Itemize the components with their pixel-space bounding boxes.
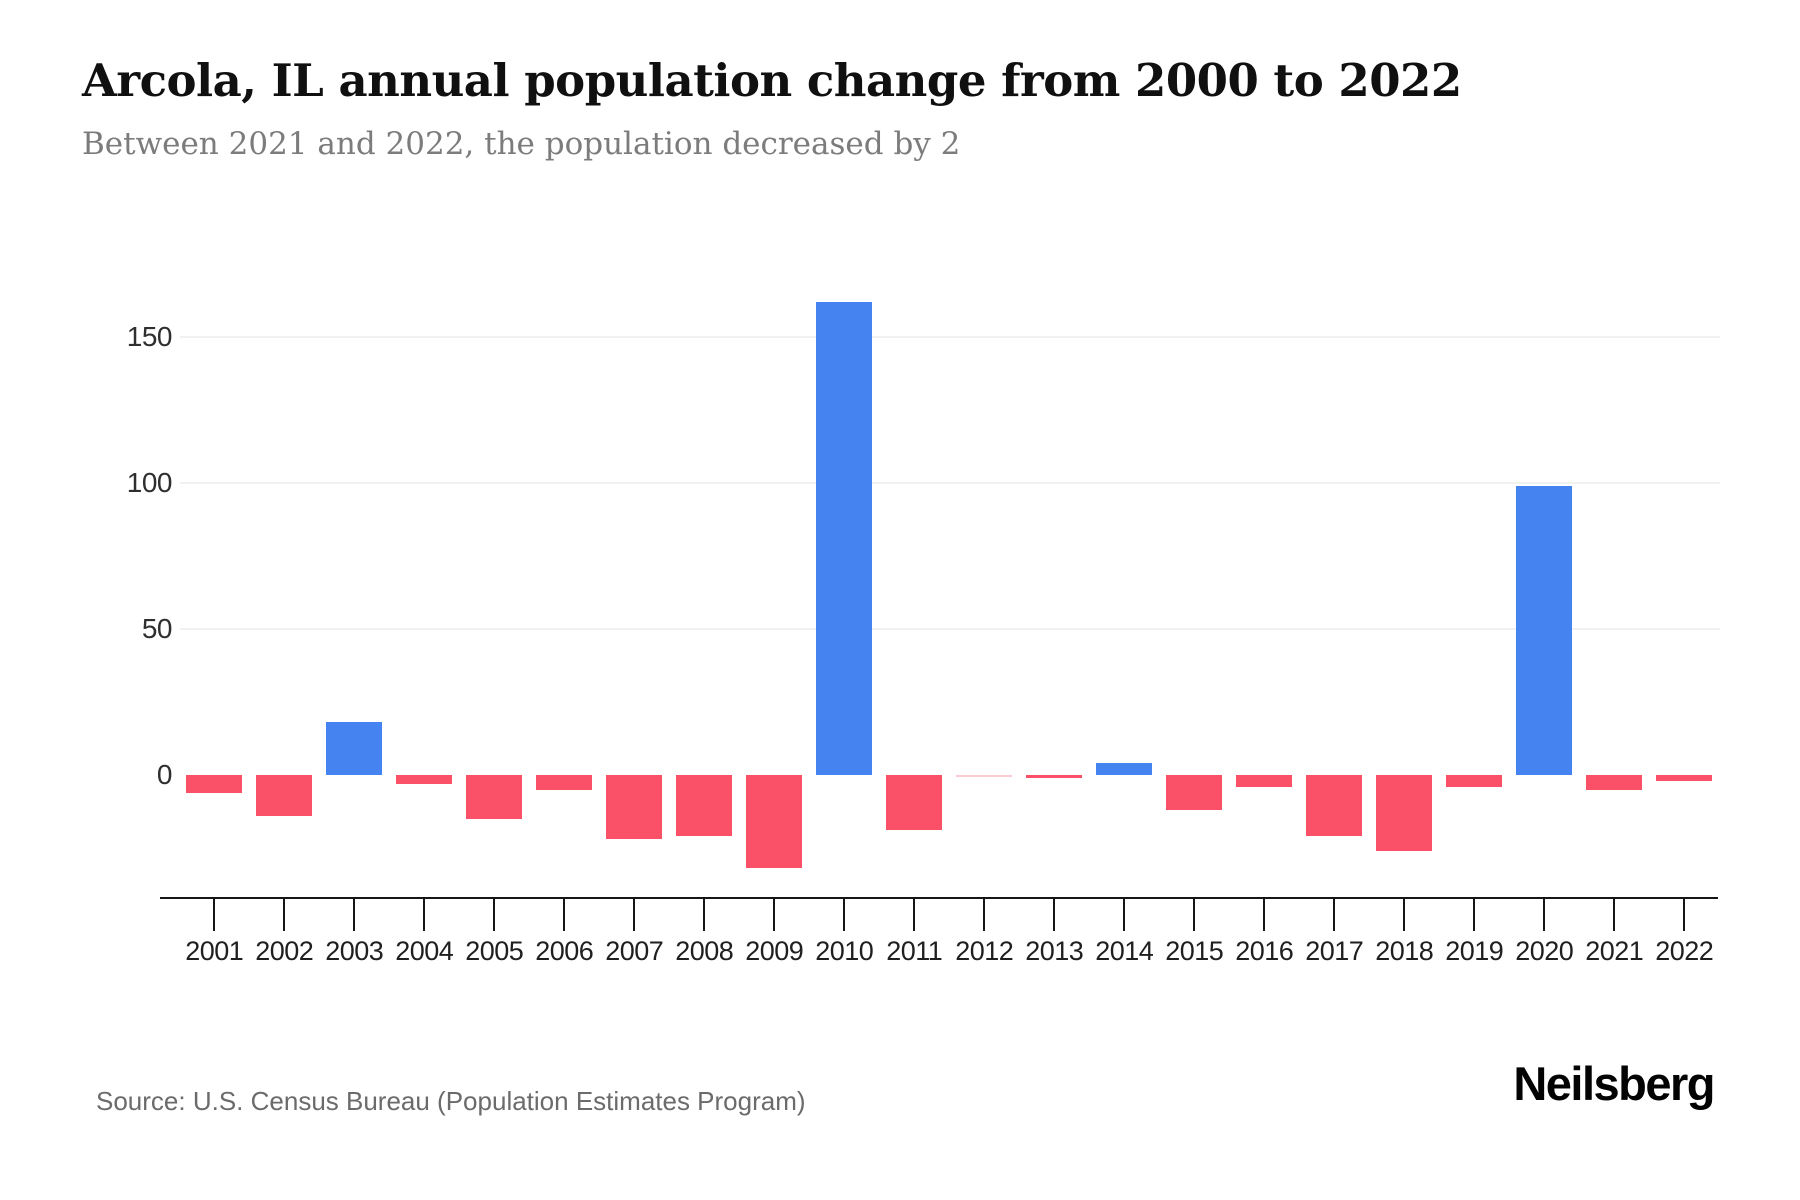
x-axis-tick-2018	[1403, 899, 1406, 931]
bar-2020[interactable]	[1516, 485, 1573, 775]
bar-2007[interactable]	[606, 775, 663, 840]
x-axis-tick-2015	[1193, 899, 1196, 931]
gridline-50	[180, 628, 1720, 630]
x-axis-label-2009: 2009	[745, 936, 804, 966]
x-axis-label-2017: 2017	[1305, 936, 1364, 966]
bar-2016[interactable]	[1236, 775, 1293, 787]
x-axis-line	[160, 897, 1718, 899]
neilsberg-logo: Neilsberg	[1513, 1057, 1715, 1110]
x-axis-tick-2001	[213, 899, 216, 931]
x-axis-label-2008: 2008	[675, 936, 734, 966]
x-axis-label-2019: 2019	[1445, 936, 1504, 966]
x-axis-label-2006: 2006	[535, 936, 594, 966]
x-axis-label-2020: 2020	[1515, 936, 1574, 966]
x-axis-label-2003: 2003	[325, 936, 384, 966]
bar-2011[interactable]	[886, 775, 943, 831]
x-axis-tick-2013	[1053, 899, 1056, 931]
y-axis-label-0: 0	[156, 759, 173, 790]
x-axis-label-2005: 2005	[465, 936, 524, 966]
source-note: Source: U.S. Census Bureau (Population E…	[96, 1086, 806, 1116]
bar-2018[interactable]	[1376, 775, 1433, 851]
bar-2014[interactable]	[1096, 763, 1153, 775]
bar-2010[interactable]	[816, 301, 873, 775]
bar-2021[interactable]	[1586, 775, 1643, 790]
bar-2012[interactable]	[956, 775, 1013, 777]
bar-2006[interactable]	[536, 775, 593, 790]
x-axis-label-2022: 2022	[1655, 936, 1714, 966]
x-axis-tick-2002	[283, 899, 286, 931]
x-axis-label-2004: 2004	[395, 936, 454, 966]
x-axis-label-2002: 2002	[255, 936, 314, 966]
x-axis-tick-2017	[1333, 899, 1336, 931]
bar-2005[interactable]	[466, 775, 523, 819]
x-axis-tick-2006	[563, 899, 566, 931]
x-axis-label-2013: 2013	[1025, 936, 1084, 966]
y-axis-label-150: 150	[126, 321, 173, 352]
x-axis-tick-2008	[703, 899, 706, 931]
page-title: Arcola, IL annual population change from…	[82, 54, 1462, 107]
bar-2017[interactable]	[1306, 775, 1363, 837]
bar-2002[interactable]	[256, 775, 313, 816]
x-axis-tick-2005	[493, 899, 496, 931]
x-axis-tick-2014	[1123, 899, 1126, 931]
x-axis-label-2011: 2011	[886, 936, 943, 966]
bar-2004[interactable]	[396, 775, 453, 784]
x-axis-tick-2009	[773, 899, 776, 931]
x-axis-tick-2007	[633, 899, 636, 931]
bar-2001[interactable]	[186, 775, 243, 793]
gridline-100	[180, 482, 1720, 484]
x-axis-label-2014: 2014	[1095, 936, 1154, 966]
gridline-150	[180, 336, 1720, 338]
y-axis-label-100: 100	[126, 467, 173, 498]
bar-2009[interactable]	[746, 775, 803, 869]
x-axis-tick-2022	[1683, 899, 1686, 931]
x-axis-label-2016: 2016	[1235, 936, 1294, 966]
x-axis-label-2012: 2012	[955, 936, 1014, 966]
x-axis-tick-2020	[1543, 899, 1546, 931]
x-axis-label-2001: 2001	[185, 936, 244, 966]
x-axis-label-2015: 2015	[1165, 936, 1224, 966]
x-axis-tick-2011	[913, 899, 916, 931]
bar-2015[interactable]	[1166, 775, 1223, 811]
bar-2003[interactable]	[326, 722, 383, 775]
page-subtitle: Between 2021 and 2022, the population de…	[82, 126, 961, 162]
x-axis-label-2021: 2021	[1585, 936, 1644, 966]
bar-2022[interactable]	[1656, 775, 1713, 781]
x-axis-label-2010: 2010	[815, 936, 874, 966]
x-axis-label-2007: 2007	[605, 936, 664, 966]
x-axis-tick-2010	[843, 899, 846, 931]
x-axis-tick-2012	[983, 899, 986, 931]
bar-2013[interactable]	[1026, 775, 1083, 778]
x-axis-tick-2019	[1473, 899, 1476, 931]
x-axis-tick-2016	[1263, 899, 1266, 931]
x-axis-tick-2004	[423, 899, 426, 931]
bar-2008[interactable]	[676, 775, 733, 837]
bar-2019[interactable]	[1446, 775, 1503, 787]
x-axis-tick-2021	[1613, 899, 1616, 931]
x-axis-tick-2003	[353, 899, 356, 931]
x-axis-label-2018: 2018	[1375, 936, 1434, 966]
y-axis-label-50: 50	[141, 613, 173, 644]
